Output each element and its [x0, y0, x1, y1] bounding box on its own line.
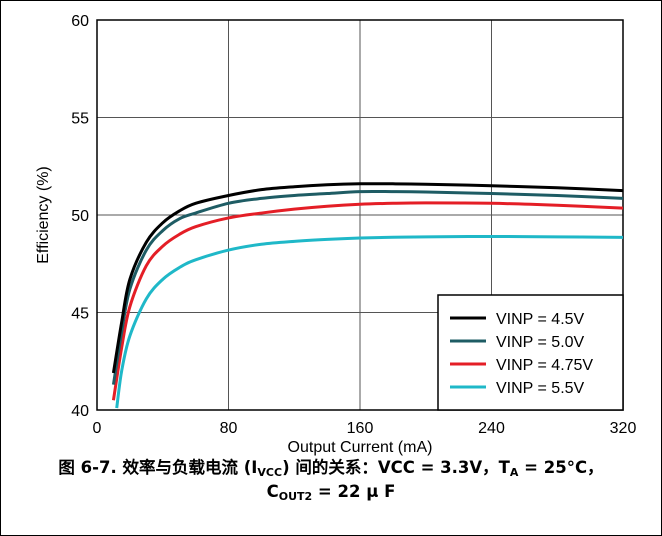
y-tick-label: 45 — [71, 306, 89, 323]
caption-text-c: = 25°C， — [518, 458, 604, 477]
series-line-vinp-5-0v — [111, 189, 623, 385]
x-tick-label: 240 — [478, 420, 505, 437]
legend-label: VINP = 5.0V — [496, 334, 585, 351]
legend-label: VINP = 4.5V — [496, 311, 585, 328]
caption-text-e: = 22 μ F — [312, 482, 396, 501]
caption-sub-vcc: VCC — [257, 466, 283, 479]
legend-label: VINP = 4.75V — [496, 357, 593, 374]
x-tick-label: 160 — [347, 420, 374, 437]
plot-area-border — [96, 19, 624, 411]
caption-line-1: 图 6-7. 效率与负载电流 (IVCC) 间的关系：VCC = 3.3V，TA… — [0, 456, 662, 480]
caption-text-a: 图 6-7. 效率与负载电流 (I — [58, 458, 258, 477]
caption-line-2: COUT2 = 22 μ F — [0, 480, 662, 504]
series-line-vinp-5-5v — [115, 234, 623, 409]
caption-text-d: C — [266, 482, 279, 501]
caption-sub-a: A — [509, 466, 519, 479]
y-tick-label: 55 — [71, 111, 89, 128]
efficiency-chart: 0 80 160 240 320 40 45 50 55 60 Output Current (mA… — [35, 13, 636, 456]
x-tick-label: 0 — [93, 420, 102, 437]
legend-box — [437, 294, 624, 411]
x-tick-label: 80 — [220, 420, 238, 437]
y-axis-label: Efficiency (%) — [35, 166, 52, 264]
x-axis-label: Output Current (mA) — [288, 439, 433, 456]
series-line-vinp-4-75v — [111, 201, 623, 401]
legend-label: VINP = 5.5V — [496, 380, 585, 397]
y-tick-label: 60 — [71, 13, 89, 30]
x-tick-label: 320 — [610, 420, 637, 437]
series-line-vinp-4-5v — [111, 182, 623, 374]
caption-text-b: ) 间的关系：VCC = 3.3V，T — [282, 458, 510, 477]
y-tick-label: 50 — [71, 208, 89, 225]
caption-sub-cout2: OUT2 — [278, 490, 313, 503]
figure-caption: 图 6-7. 效率与负载电流 (IVCC) 间的关系：VCC = 3.3V，TA… — [0, 456, 662, 504]
y-tick-label: 40 — [71, 403, 89, 420]
